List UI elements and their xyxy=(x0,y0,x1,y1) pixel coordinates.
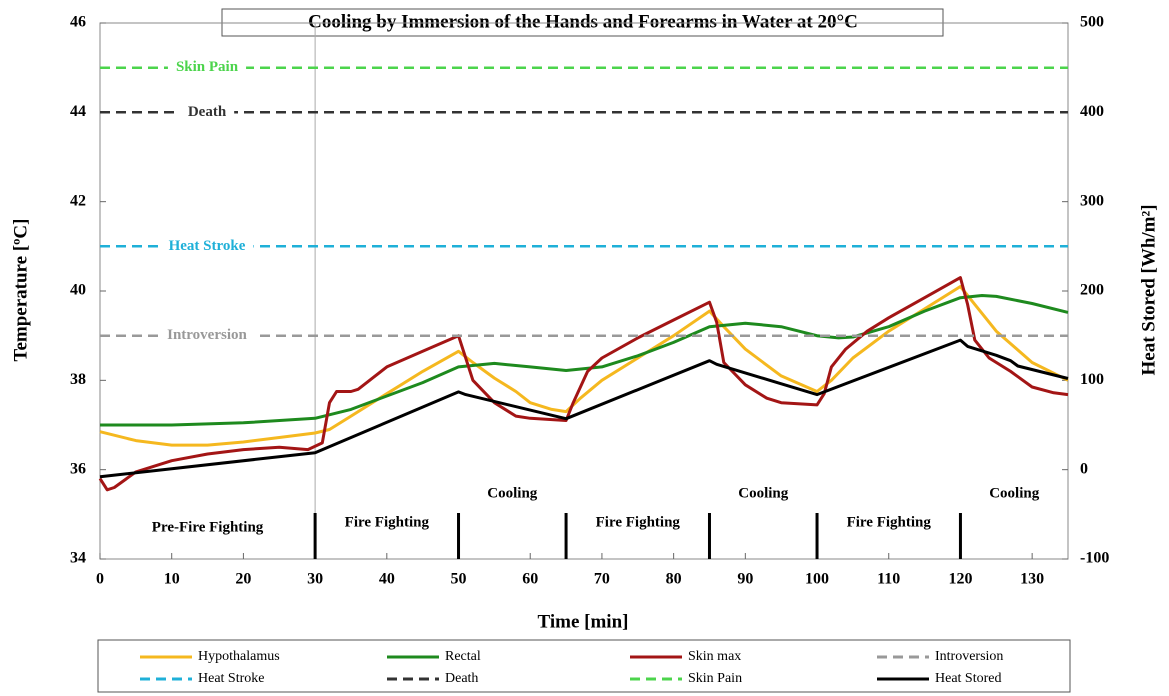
y-tick-label: 46 xyxy=(70,14,86,31)
y-tick-label: 42 xyxy=(70,192,86,209)
reference-label: Introversion xyxy=(167,327,247,343)
plot-frame xyxy=(99,22,1069,560)
x-tick-label: 40 xyxy=(379,571,395,588)
reference-label-bg xyxy=(167,58,247,77)
reference-label: Skin Pain xyxy=(176,59,239,75)
x-tick-label: 70 xyxy=(594,571,610,588)
legend-label: Skin max xyxy=(688,649,741,664)
series-line xyxy=(98,276,1069,492)
reference-label-bg xyxy=(160,237,254,256)
y-tick-label: 36 xyxy=(70,460,86,477)
legend-label: Heat Stored xyxy=(935,671,1001,686)
y-axis-label: Temperature [ºC] xyxy=(10,219,31,362)
x-axis-label: Time [min] xyxy=(538,611,629,632)
x-tick-label: 30 xyxy=(307,571,323,588)
series-line xyxy=(99,338,1069,479)
reference-label-bg xyxy=(159,326,255,345)
legend-label: Hypothalamus xyxy=(198,649,280,664)
y2-axis-label: Heat Stored [Wh/m²] xyxy=(1138,204,1159,375)
chart-title: Cooling by Immersion of the Hands and Fo… xyxy=(308,11,858,32)
x-tick-label: 110 xyxy=(877,571,900,588)
y-tick-label: 40 xyxy=(70,282,86,299)
legend-label: Rectal xyxy=(445,649,481,664)
y-tick-label: 38 xyxy=(70,371,86,388)
legend-label: Skin Pain xyxy=(688,671,742,686)
legend-label: Introversion xyxy=(935,649,1003,664)
legend-label: Death xyxy=(445,671,478,686)
x-tick-label: 80 xyxy=(666,571,682,588)
x-tick-label: 120 xyxy=(948,571,972,588)
y2-tick-label: -100 xyxy=(1080,550,1109,567)
x-tick-label: 100 xyxy=(805,571,829,588)
x-tick-label: 50 xyxy=(451,571,467,588)
y2-tick-label: 100 xyxy=(1080,371,1104,388)
phase-label: Fire Fighting xyxy=(847,514,932,530)
reference-label: Heat Stroke xyxy=(169,238,246,254)
series-line xyxy=(100,294,1069,427)
phase-label: Pre-Fire Fighting xyxy=(152,519,264,535)
x-tick-label: 130 xyxy=(1020,571,1044,588)
x-tick-label: 20 xyxy=(235,571,251,588)
phase-label: Cooling xyxy=(738,485,789,501)
y-tick-label: 44 xyxy=(70,103,86,120)
y2-tick-label: 0 xyxy=(1080,460,1088,477)
legend-label: Heat Stroke xyxy=(198,671,264,686)
x-tick-label: 0 xyxy=(96,571,104,588)
y2-tick-label: 200 xyxy=(1080,282,1104,299)
y2-tick-label: 300 xyxy=(1080,192,1104,209)
legend-box xyxy=(97,639,1071,693)
reference-label-bg xyxy=(179,103,235,122)
phase-label: Cooling xyxy=(989,485,1040,501)
y2-tick-label: 500 xyxy=(1080,14,1104,31)
phase-label: Fire Fighting xyxy=(596,514,681,530)
phase-label: Fire Fighting xyxy=(345,514,430,530)
y-tick-label: 34 xyxy=(70,550,86,567)
phase-label: Cooling xyxy=(487,485,538,501)
reference-label: Death xyxy=(188,104,227,120)
x-tick-label: 60 xyxy=(522,571,538,588)
y2-tick-label: 400 xyxy=(1080,103,1104,120)
x-tick-label: 10 xyxy=(164,571,180,588)
x-tick-label: 90 xyxy=(737,571,753,588)
